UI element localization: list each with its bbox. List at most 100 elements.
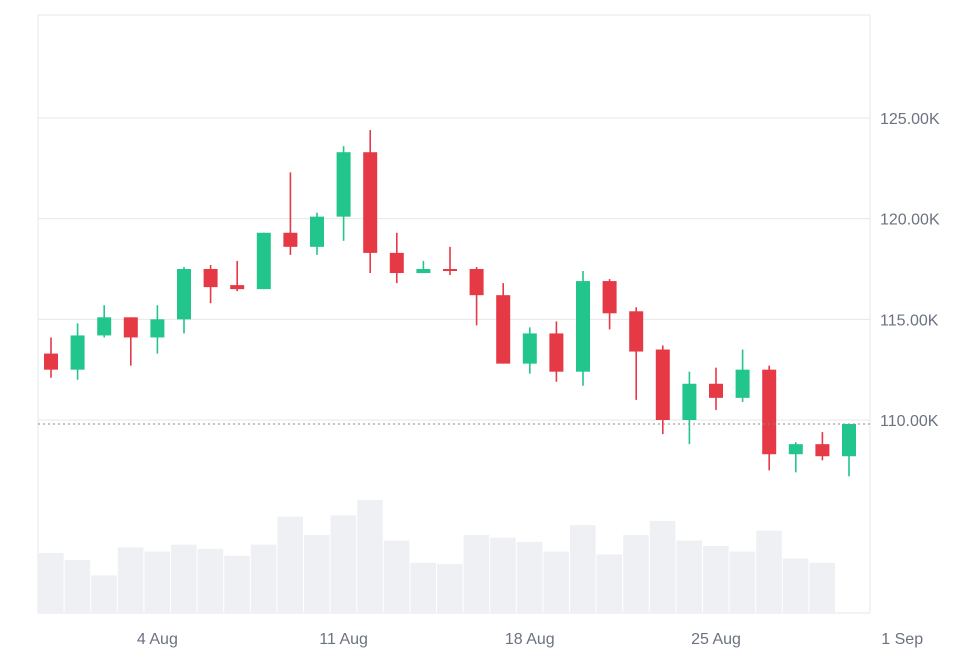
candle-up: [576, 271, 590, 386]
volume-bar: [250, 544, 277, 613]
volume-bar: [197, 548, 224, 613]
x-tick-label: 1 Sep: [881, 631, 923, 648]
volume-bar: [304, 534, 330, 613]
candle-body: [443, 269, 457, 272]
candle-body: [70, 335, 85, 370]
candle-body: [283, 232, 298, 247]
candle-body: [788, 444, 803, 455]
y-tick-label: 110.00K: [880, 413, 939, 430]
candle-down: [123, 317, 138, 366]
candle-down: [283, 172, 298, 255]
candle-body: [363, 152, 378, 253]
volume-bar: [703, 546, 729, 613]
volume-bar: [649, 520, 676, 613]
candle-body: [576, 281, 590, 372]
candle-down: [443, 246, 457, 276]
volume-bar: [596, 554, 623, 613]
candle-body: [602, 281, 617, 314]
candle-down: [230, 260, 245, 292]
grid-lines: [38, 117, 870, 421]
candle-body: [310, 216, 324, 247]
candle-body: [496, 295, 511, 364]
candle-down: [363, 130, 378, 274]
volume-bar: [38, 553, 64, 613]
y-tick-label: 125.00K: [880, 111, 940, 128]
volume-bar: [463, 534, 490, 613]
volume-bar: [676, 540, 702, 613]
candle-down: [496, 283, 511, 364]
volume-bar: [171, 544, 197, 613]
x-tick-label: 11 Aug: [319, 631, 368, 648]
candle-body: [522, 333, 537, 364]
candle-body: [97, 317, 112, 336]
candle-down: [549, 321, 564, 382]
volume-bar: [809, 562, 835, 613]
candle-down: [44, 337, 58, 378]
candle-body: [123, 317, 138, 338]
candle-up: [416, 260, 431, 274]
candle-body: [735, 369, 750, 398]
x-tick-label: 25 Aug: [691, 631, 741, 648]
candle-down: [602, 279, 617, 330]
candle-up: [788, 442, 803, 473]
candle-body: [203, 269, 218, 288]
volume-bar: [782, 558, 809, 613]
candle-body: [389, 252, 404, 274]
candle-up: [336, 146, 351, 241]
candle-down: [389, 232, 404, 284]
volume-bar: [437, 564, 463, 613]
candle-body: [177, 269, 191, 320]
volume-bar: [277, 516, 303, 613]
volume-bar: [144, 551, 170, 613]
volume-bar: [117, 547, 144, 613]
candle-body: [655, 349, 670, 420]
candle-body: [682, 383, 697, 420]
candle-body: [230, 285, 245, 290]
candle-body: [762, 369, 777, 455]
x-axis-labels: 4 Aug 11 Aug 18 Aug 25 Aug 1 Sep: [137, 631, 923, 648]
candle-body: [469, 269, 484, 296]
candle-up: [682, 371, 697, 445]
candle-down: [762, 365, 777, 471]
candle-up: [310, 212, 324, 255]
y-axis-labels: 125.00K 120.00K 115.00K 110.00K: [880, 111, 940, 430]
candle-down: [629, 307, 644, 400]
candle-body: [256, 232, 271, 290]
volume-bar: [91, 575, 117, 613]
candle-body: [815, 444, 830, 457]
candle-body: [842, 424, 856, 457]
volume-bar: [383, 540, 410, 613]
volume-bar: [490, 537, 516, 613]
candle-down: [203, 264, 218, 304]
volume-bar: [570, 525, 596, 613]
candle-up: [177, 266, 191, 334]
candle-down: [815, 432, 830, 461]
volume-bar: [516, 541, 543, 613]
volume-bar: [357, 500, 383, 613]
candle-up: [842, 424, 856, 477]
candle-up: [256, 232, 271, 290]
candle-down: [655, 345, 670, 435]
candle-down: [709, 367, 723, 410]
volume-bar: [330, 515, 357, 613]
volume-bar: [756, 530, 782, 613]
candle-up: [522, 327, 537, 374]
candle-up: [97, 305, 112, 338]
y-tick-label: 115.00K: [880, 312, 939, 329]
volume-bar: [543, 551, 569, 613]
candle-body: [416, 269, 431, 274]
candle-body: [549, 333, 564, 372]
candles: [44, 130, 856, 477]
volume-bar: [729, 551, 756, 613]
candle-body: [709, 383, 723, 398]
candle-down: [469, 266, 484, 326]
volume-bar: [64, 559, 91, 613]
volume-bar: [623, 534, 649, 613]
volume-bar: [224, 555, 250, 613]
candle-up: [735, 349, 750, 402]
candle-body: [629, 311, 644, 352]
candle-up: [150, 305, 165, 354]
candle-body: [336, 152, 351, 217]
candle-body: [150, 319, 165, 338]
